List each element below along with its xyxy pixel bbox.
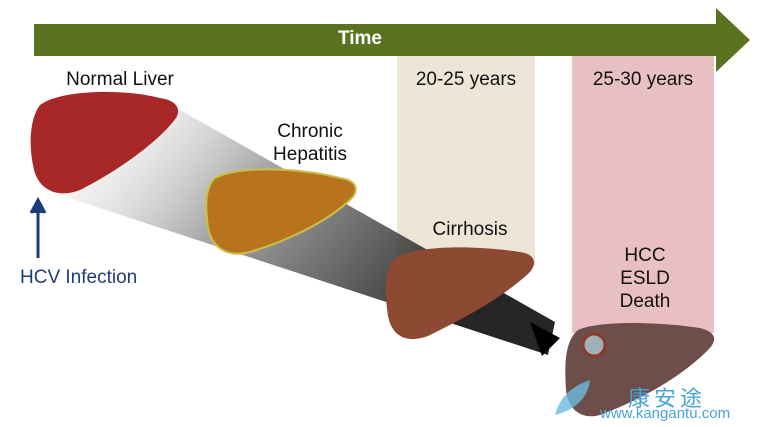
hepatitis-label-line: Hepatitis: [273, 144, 347, 165]
hcv-infection-label: HCV Infection: [20, 267, 138, 288]
esld-label: ESLD: [620, 268, 670, 289]
timeline-label: Time: [337, 28, 382, 49]
cirrhosis-liver-image: [385, 247, 535, 340]
normal-liver-image: [30, 91, 179, 194]
period-label-25-30: 25-30 years: [592, 69, 694, 90]
watermark-url: www.kangantu.com: [600, 405, 731, 422]
death-label: Death: [619, 291, 671, 312]
watermark-chinese: 康安途: [628, 387, 707, 412]
normal-liver-label: Normal Liver: [66, 69, 174, 90]
progression-arrowhead: [530, 322, 560, 356]
tumor-mark: [581, 332, 607, 358]
hcc-label: HCC: [624, 245, 666, 266]
period-band-25-30: [572, 55, 714, 333]
time-arrow: [34, 8, 750, 72]
period-label-20-25: 20-25 years: [415, 69, 517, 90]
hcv-infection-arrow: [29, 196, 47, 258]
watermark-leaf-logo: [555, 380, 590, 415]
chronic-hepatitis-label: Chronic Hepatitis: [250, 120, 370, 166]
outcomes-label: HCC ESLD Death: [590, 244, 700, 313]
cirrhosis-label: Cirrhosis: [432, 219, 508, 240]
chronic-hepatitis-liver-image: [205, 168, 357, 255]
chronic-label-line: Chronic: [277, 121, 343, 142]
period-band-20-25: [397, 55, 535, 265]
